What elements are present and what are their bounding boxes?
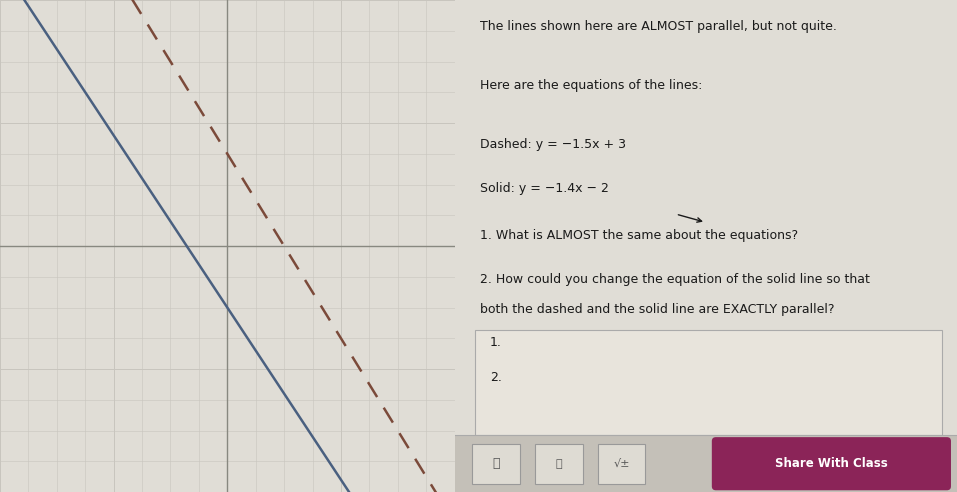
Text: √±: √± <box>613 459 630 469</box>
Text: 1. What is ALMOST the same about the equations?: 1. What is ALMOST the same about the equ… <box>479 229 798 242</box>
Text: Dashed: y = −1.5x + 3: Dashed: y = −1.5x + 3 <box>479 138 626 151</box>
FancyBboxPatch shape <box>598 444 645 484</box>
Text: 1.: 1. <box>490 336 501 348</box>
Text: both the dashed and the solid line are EXACTLY parallel?: both the dashed and the solid line are E… <box>479 303 835 315</box>
Text: Here are the equations of the lines:: Here are the equations of the lines: <box>479 79 702 92</box>
Text: Share With Class: Share With Class <box>775 457 888 470</box>
FancyBboxPatch shape <box>535 444 583 484</box>
Text: 2. How could you change the equation of the solid line so that: 2. How could you change the equation of … <box>479 273 870 286</box>
Text: 2.: 2. <box>490 371 501 384</box>
Text: The lines shown here are ALMOST parallel, but not quite.: The lines shown here are ALMOST parallel… <box>479 20 836 32</box>
FancyBboxPatch shape <box>455 435 957 492</box>
Text: ⎙: ⎙ <box>492 457 500 470</box>
FancyBboxPatch shape <box>712 437 951 490</box>
FancyBboxPatch shape <box>475 330 942 435</box>
Text: 🎤: 🎤 <box>555 459 562 469</box>
Text: Solid: y = −1.4x − 2: Solid: y = −1.4x − 2 <box>479 182 609 195</box>
FancyBboxPatch shape <box>472 444 520 484</box>
